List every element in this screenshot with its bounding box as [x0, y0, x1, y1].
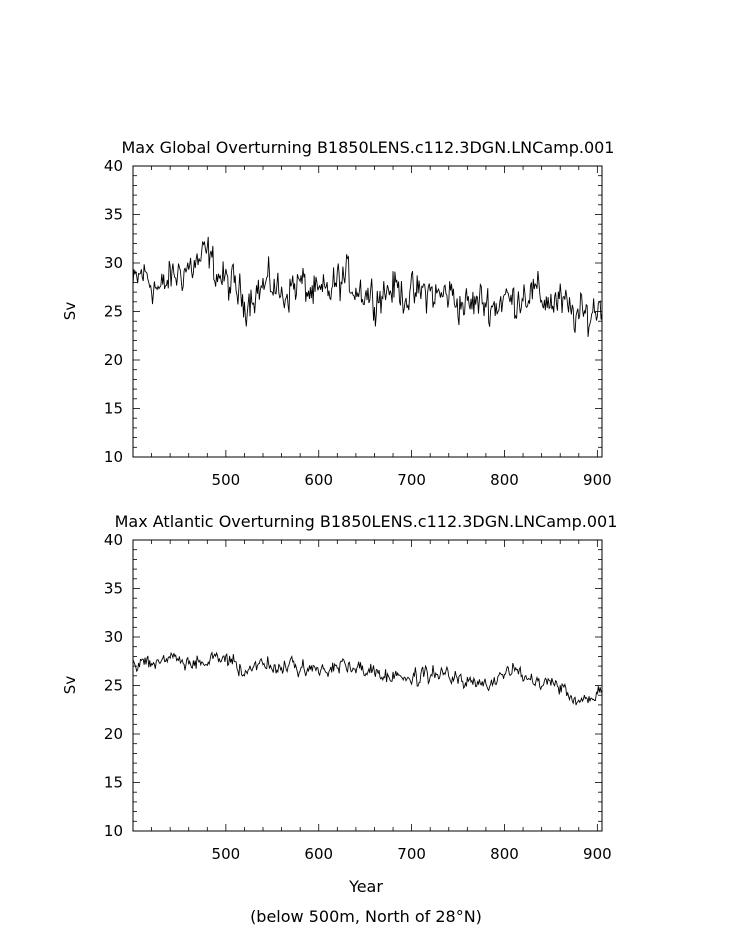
- global-chart-title: Max Global Overturning B1850LENS.c112.3D…: [122, 138, 615, 157]
- footnote: (below 500m, North of 28°N): [250, 907, 482, 926]
- global-overturning-panel: Max Global Overturning B1850LENS.c112.3D…: [61, 138, 614, 489]
- atlantic-ticks: [133, 539, 602, 832]
- x-tick-label: 500: [212, 471, 241, 489]
- x-tick-label: 500: [212, 845, 241, 863]
- y-tick-label: 10: [104, 448, 123, 466]
- x-tick-label: 900: [583, 471, 612, 489]
- x-tick-label: 600: [304, 845, 333, 863]
- x-tick-label: 600: [304, 471, 333, 489]
- y-tick-label: 25: [104, 303, 123, 321]
- y-tick-label: 15: [104, 400, 123, 418]
- atlantic-overturning-series-line: [132, 651, 603, 706]
- y-tick-label: 40: [104, 531, 123, 549]
- x-tick-label: 800: [490, 845, 519, 863]
- y-tick-label: 40: [104, 157, 123, 175]
- y-tick-label: 35: [104, 580, 123, 598]
- x-tick-label: 800: [490, 471, 519, 489]
- x-tick-label: 900: [583, 845, 612, 863]
- y-tick-label: 20: [104, 725, 123, 743]
- x-tick-label: 700: [397, 471, 426, 489]
- y-tick-label: 20: [104, 351, 123, 369]
- global-ticks: [133, 165, 602, 458]
- y-tick-label: 10: [104, 822, 123, 840]
- y-tick-label: 15: [104, 774, 123, 792]
- global-y-axis-label: Sv: [61, 302, 79, 321]
- global-tick-labels: 10 15 20 25 30 35 40 500 600 700 800 900: [104, 157, 612, 489]
- y-tick-label: 30: [104, 254, 123, 272]
- atlantic-tick-labels: 10 15 20 25 30 35 40 500 600 700 800 900: [104, 531, 612, 863]
- y-tick-label: 25: [104, 677, 123, 695]
- atlantic-y-axis-label: Sv: [61, 676, 79, 695]
- global-overturning-series-line: [132, 236, 603, 337]
- x-tick-label: 700: [397, 845, 426, 863]
- y-tick-label: 30: [104, 628, 123, 646]
- atlantic-overturning-panel: Max Atlantic Overturning B1850LENS.c112.…: [61, 512, 617, 896]
- atlantic-chart-title: Max Atlantic Overturning B1850LENS.c112.…: [115, 512, 618, 531]
- y-tick-label: 35: [104, 206, 123, 224]
- x-axis-label: Year: [348, 877, 383, 896]
- atlantic-plot-frame: [132, 539, 603, 832]
- global-plot-frame: [132, 165, 603, 458]
